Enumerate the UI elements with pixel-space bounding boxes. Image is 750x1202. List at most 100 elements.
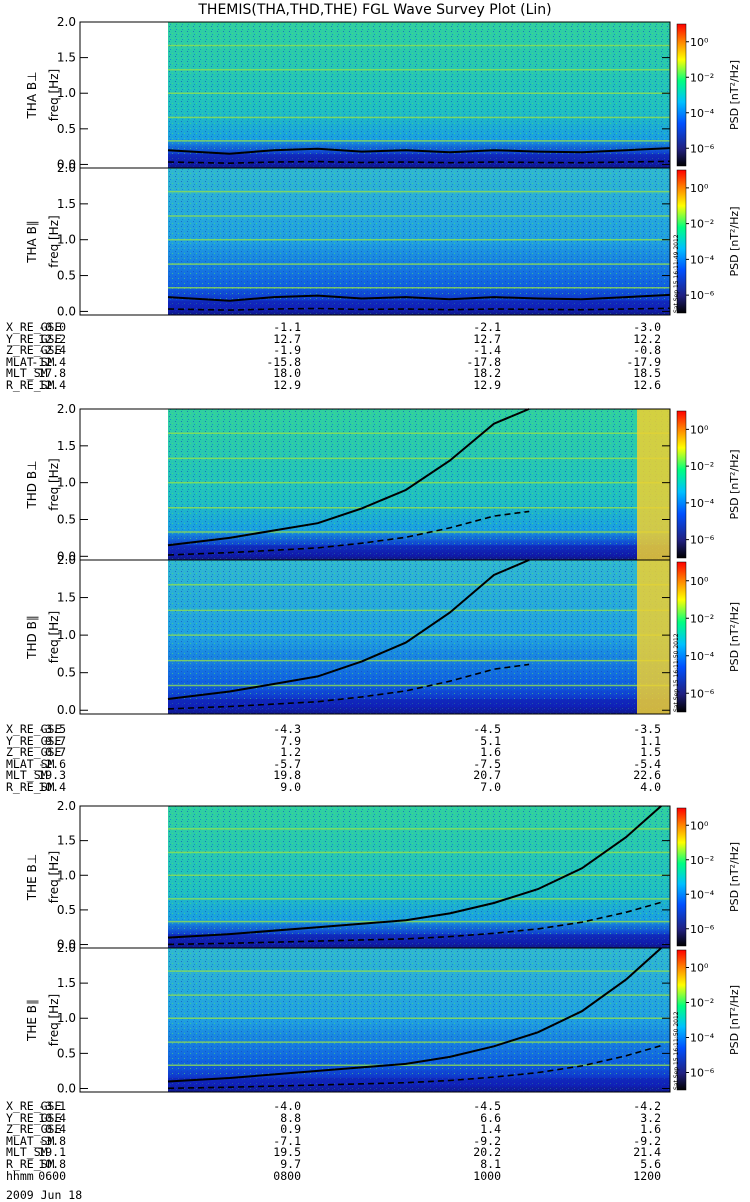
ephemeris-value: -1.4 xyxy=(473,343,501,358)
low-freq-band xyxy=(168,153,670,168)
freq-axis-label: freq [Hz] xyxy=(47,215,61,267)
colorbar xyxy=(676,807,687,947)
ephemeris-label: Y_RE_GSE xyxy=(6,1110,62,1125)
colorbar-label: PSD [nT²/Hz] xyxy=(728,985,741,1055)
ephemeris-row: MLAT_SM -3.8 -7.1 -9.2 -9.2 xyxy=(6,1133,666,1148)
ephemeris-value: 5.1 xyxy=(480,733,501,748)
ephemeris-value: 10.4 xyxy=(38,779,66,794)
ephemeris-row: R_RE_SM 10.8 9.7 8.1 5.6 xyxy=(6,1156,666,1171)
ephemeris-value: 0.9 xyxy=(280,1122,301,1137)
ephemeris-value: 17.8 xyxy=(38,366,66,381)
ephemeris-value: 19.8 xyxy=(273,768,301,783)
y-tick-label: 0.5 xyxy=(57,666,76,680)
ephemeris-value: 6.6 xyxy=(480,1110,501,1125)
ephemeris-value: 3.2 xyxy=(640,1110,661,1125)
y-tick-label: 1.5 xyxy=(57,439,76,453)
ephemeris-value: -1.1 xyxy=(273,320,301,334)
creation-stamp: Sat Sep 15 16:11:49 2012 xyxy=(673,234,680,313)
colorbar-tick-label: 10⁻² xyxy=(690,997,714,1010)
axes-frame xyxy=(79,559,671,715)
gyro-curve-dashed xyxy=(167,663,530,710)
colorbar xyxy=(676,410,687,559)
y-tick-label: 1.5 xyxy=(57,591,76,605)
ephemeris-row: MLT_SM 19.1 19.5 20.2 21.4 xyxy=(6,1147,666,1159)
ephemeris-value: 7.0 xyxy=(480,779,501,794)
ephemeris-value: 20.7 xyxy=(473,768,501,783)
ephemeris-value: 19.5 xyxy=(273,1145,301,1160)
ephemeris-row: X_RE_GSE -3.1 -4.0 -4.5 -4.2 xyxy=(6,1099,666,1113)
ephemeris-row: X_RE_GSE -0.0 -1.1 -2.1 -3.0 xyxy=(6,320,666,334)
ephemeris-value: -4.2 xyxy=(633,1099,661,1113)
low-freq-band xyxy=(168,1077,670,1092)
ephemeris-value: 7.9 xyxy=(280,733,301,748)
ephemeris-value: -2.6 xyxy=(38,756,66,771)
y-tick-label: 2.0 xyxy=(57,941,76,955)
ephemeris-value: 1.1 xyxy=(640,733,661,748)
ephemeris-value: -4.0 xyxy=(273,1099,301,1113)
ephemeris-value: -1.9 xyxy=(273,343,301,358)
y-tick-label: 2.0 xyxy=(57,15,76,29)
ephemeris-value: 8.8 xyxy=(280,1110,301,1125)
panel-ylabel: THE B⊥ xyxy=(25,854,39,901)
colorbar-tick-label: 10⁰ xyxy=(690,575,709,588)
ephemeris-label: MLAT_SM xyxy=(6,1133,55,1148)
ephemeris-value: -7.1 xyxy=(273,1133,301,1148)
ephemeris-label: MLT_SM xyxy=(6,1145,48,1160)
ephemeris-value: 0.4 xyxy=(45,1122,66,1137)
gyro-curve-dashed xyxy=(167,160,671,165)
ephemeris-value: -5.4 xyxy=(633,756,661,771)
y-tick-label: 1.0 xyxy=(57,868,76,882)
axes-frame xyxy=(79,947,671,1093)
colorbar-tick-label: 10⁻² xyxy=(690,460,714,473)
y-tick-label: 0.0 xyxy=(57,1081,76,1095)
ephemeris-row: MLT_SM 17.8 18.0 18.2 18.5 xyxy=(6,368,666,380)
ephemeris-value: 5.6 xyxy=(640,1156,661,1171)
colorbar-tick-label: 10⁻⁶ xyxy=(690,289,715,302)
y-tick-label: 1.5 xyxy=(57,197,76,211)
ephemeris-row: MLAT_SM -12.4 -15.8 -17.8 -17.9 xyxy=(6,356,666,369)
freq-axis-label: freq [Hz] xyxy=(47,851,61,903)
y-tick-label: 1.0 xyxy=(57,233,76,247)
hot-band xyxy=(637,409,670,560)
creation-stamp: Sat Sep 15 16:11:50 2012 xyxy=(673,1011,680,1090)
colorbar-tick-label: 10⁻² xyxy=(690,612,714,625)
ephemeris-row: R_RE_SM 10.4 9.0 7.0 4.0 xyxy=(6,779,666,794)
ephemeris-label: Y_RE_GSE xyxy=(6,733,62,748)
ephemeris-value: 12.7 xyxy=(273,331,301,346)
ephemeris-value: 22.6 xyxy=(633,768,661,783)
colorbar xyxy=(676,561,687,713)
colorbar-tick-label: 10⁰ xyxy=(690,182,709,195)
y-tick-label: 2.0 xyxy=(57,161,76,175)
gyro-curve-dashed xyxy=(167,901,662,946)
ephemeris-tha: X_RE_GSE -0.0 -1.1 -2.1 -3.0 Y_RE_GSE 12.2 12.7… xyxy=(6,320,666,392)
gyro-curve-dashed xyxy=(167,307,671,311)
ephemeris-label: X_RE_GSE xyxy=(6,320,62,334)
ephemeris-value: 9.7 xyxy=(280,1156,301,1171)
colorbar-label: PSD [nT²/Hz] xyxy=(728,60,741,130)
panel-thd-bpar: 0.0 0.5 1.0 1.5 2.0 THD B∥ freq [Hz] 10⁰ 10⁻² 10⁻… xyxy=(25,553,741,717)
ephemeris-value: 12.7 xyxy=(473,331,501,346)
y-tick-label: 0.0 xyxy=(57,157,76,171)
panel-ylabel: THE B∥ xyxy=(25,999,39,1042)
ephemeris-value: -3.1 xyxy=(38,1099,66,1113)
ephemeris-value: -5.7 xyxy=(273,756,301,771)
colorbar-tick-label: 10⁻⁴ xyxy=(690,107,715,120)
panel-ylabel: THA B∥ xyxy=(25,220,39,264)
y-tick-label: 0.0 xyxy=(57,703,76,717)
ephemeris-value: 12.9 xyxy=(273,377,301,392)
gyro-curve xyxy=(167,408,530,547)
ephemeris-row: MLAT_SM -2.6 -5.7 -7.5 -5.4 xyxy=(6,756,666,771)
ephemeris-thd: X_RE_GSE -3.5 -4.3 -4.5 -3.5 Y_RE_GSE 9.7 7.9 5.… xyxy=(6,722,666,794)
colorbar-tick-label: 10⁰ xyxy=(690,962,709,975)
ephemeris-value: 19.1 xyxy=(38,1145,66,1160)
plot-title: THEMIS(THA,THD,THE) FGL Wave Survey Plot… xyxy=(198,2,552,18)
ephemeris-value: -4.5 xyxy=(473,722,501,736)
ephemeris-value: 12.2 xyxy=(38,331,66,346)
gyro-curve xyxy=(167,805,662,939)
spectrogram-noise xyxy=(168,22,670,168)
ephemeris-value: 18.0 xyxy=(273,366,301,381)
colorbar-label: PSD [nT²/Hz] xyxy=(728,206,741,276)
ephemeris-label: Z_RE_GSE xyxy=(6,1122,62,1137)
plot-date: 2009 Jun 18 xyxy=(6,1188,83,1202)
y-tick-label: 0.0 xyxy=(57,549,76,563)
